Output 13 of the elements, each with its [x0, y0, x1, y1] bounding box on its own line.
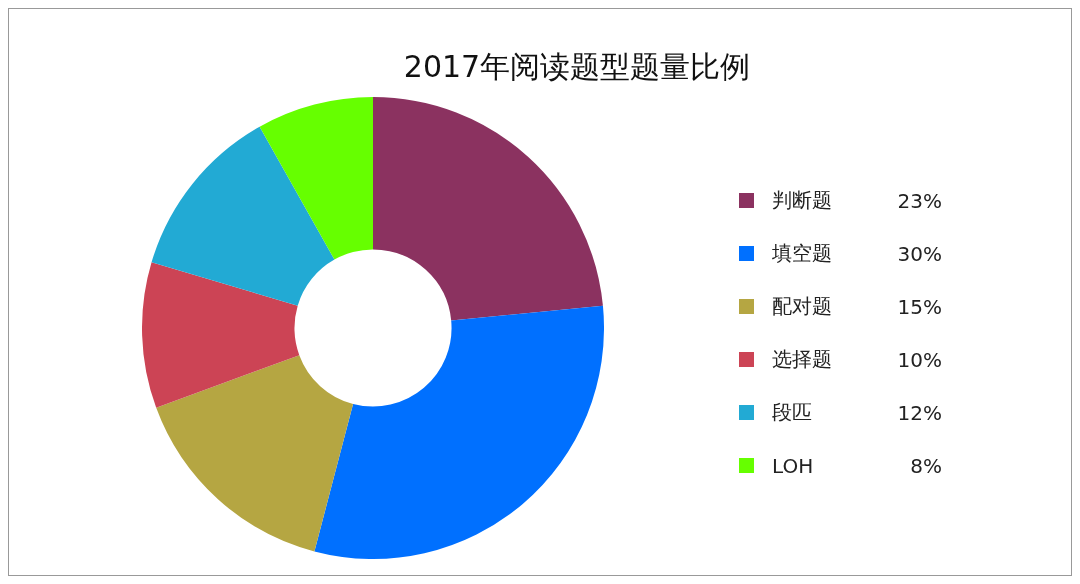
data-label: 23%	[896, 188, 942, 213]
data-label: 10%	[896, 347, 942, 372]
chart-title: 2017年阅读题型题量比例	[402, 48, 752, 86]
data-label: 8%	[909, 453, 942, 478]
legend-label: 判断题	[772, 187, 833, 214]
legend-label: 配对题	[772, 293, 833, 320]
data-label: 30%	[896, 241, 942, 266]
legend-label: 选择题	[772, 346, 833, 373]
legend-label: 段匹	[772, 399, 813, 426]
legend-label: LOH	[772, 453, 815, 478]
legend-label: 填空题	[772, 240, 833, 267]
data-label: 12%	[896, 400, 942, 425]
data-label: 15%	[896, 294, 942, 319]
